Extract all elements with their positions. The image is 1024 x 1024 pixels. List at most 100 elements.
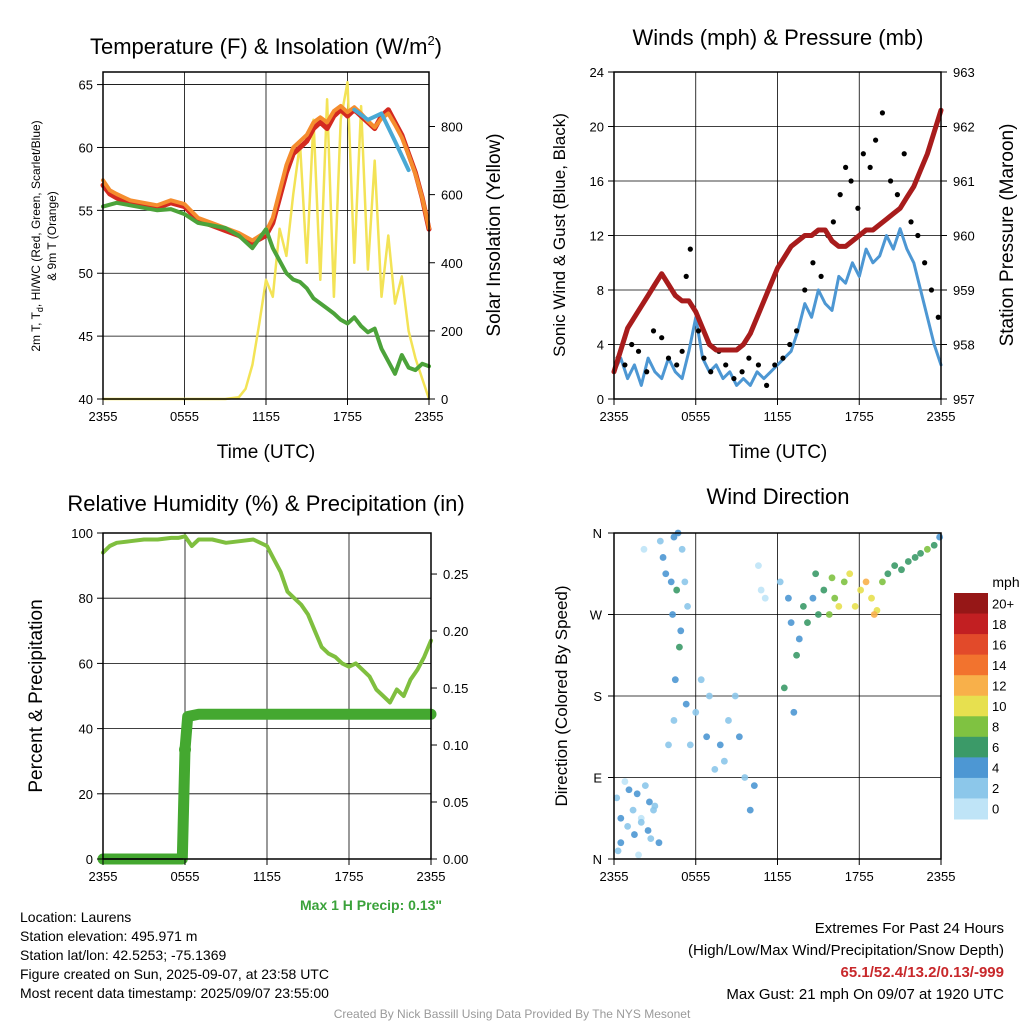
y2-tick-label: 0.20	[443, 624, 468, 639]
y2-tick-label: 800	[441, 120, 463, 135]
y2-tick-label: 200	[441, 324, 463, 339]
gust-point	[787, 341, 793, 348]
winds-y2label: Station Pressure (Maroon)	[997, 124, 1018, 347]
gust-point	[679, 348, 685, 354]
gust-point	[659, 335, 665, 341]
direction-point	[692, 708, 700, 716]
direction-point	[904, 558, 912, 565]
direction-point	[665, 741, 672, 749]
direction-point	[681, 578, 689, 586]
direction-point	[840, 578, 848, 586]
wind-chill-line	[352, 107, 411, 173]
x-tick-label: 0555	[170, 409, 199, 424]
direction-point	[814, 611, 822, 618]
direction-point	[809, 594, 817, 602]
x-tick-label: 1755	[335, 869, 364, 884]
gust-point	[755, 362, 762, 368]
gust-point	[635, 348, 642, 354]
y-tick-label: 40	[79, 722, 93, 737]
direction-point	[870, 611, 878, 618]
direction-point	[911, 554, 919, 561]
direction-tick-label: N	[593, 852, 602, 867]
direction-point	[936, 533, 944, 541]
humidity-ylabel: Percent & Precipitation	[26, 599, 47, 792]
x-tick-label: 2355	[927, 409, 956, 424]
gust-point	[908, 219, 914, 225]
direction-tick-label: E	[593, 771, 602, 786]
y2-tick-label: 600	[441, 188, 463, 203]
direction-point	[857, 586, 865, 594]
direction-point	[646, 798, 653, 806]
y2-tick-label: 0.05	[443, 795, 468, 810]
direction-point	[868, 594, 875, 602]
x-tick-label: 2355	[417, 869, 446, 884]
y-tick-label: 60	[79, 140, 93, 155]
legend-label: 16	[992, 637, 1006, 652]
direction-point	[637, 818, 645, 826]
direction-point	[651, 802, 659, 810]
legend-label: 10	[992, 699, 1006, 714]
direction-point	[851, 602, 859, 610]
direction-point	[641, 782, 649, 790]
direction-point	[812, 570, 820, 578]
pressure-line	[611, 107, 944, 375]
direction-point	[662, 570, 670, 578]
direction-point	[669, 611, 676, 618]
temperature-y2label: Solar Insolation (Yellow)	[484, 133, 505, 336]
max-precip-label: Max 1 H Precip: 0.13"	[300, 897, 443, 913]
gust-point	[867, 164, 873, 170]
y-tick-label: 80	[79, 591, 93, 606]
gust-point	[894, 192, 901, 198]
humidity-title: Relative Humidity (%) & Precipitation (i…	[67, 491, 464, 516]
y-tick-label: 0	[86, 852, 93, 867]
speed-legend: 20+ 18 16 14 12 10 8 6 4 2 0	[954, 593, 1014, 820]
gust-point	[830, 219, 836, 225]
direction-point	[624, 823, 632, 830]
direction-point	[735, 733, 743, 741]
y-tick-label: 24	[590, 65, 604, 80]
direction-point	[776, 578, 784, 586]
y-tick-label: 50	[79, 266, 93, 281]
x-tick-label: 2355	[89, 409, 118, 424]
legend-swatch	[954, 613, 988, 635]
direction-panel: Wind Direction 2355 0555 1155 1755 2355 N W S E N…	[552, 484, 1020, 884]
legend-swatch	[954, 593, 988, 615]
gust-point	[764, 382, 770, 388]
temperature-9m-line	[101, 104, 431, 243]
y2-tick-label: 0.10	[443, 738, 468, 753]
legend-title: mph	[992, 574, 1019, 590]
info-latlon: Station lat/lon: 42.5253; -75.1369	[20, 947, 227, 963]
gust-point	[683, 273, 689, 279]
x-tick-label: 2355	[600, 409, 629, 424]
y2-tick-label: 400	[441, 256, 463, 271]
direction-point	[846, 570, 854, 578]
direction-point	[757, 586, 765, 594]
direction-point	[750, 782, 758, 790]
direction-point	[884, 570, 892, 578]
direction-point	[670, 717, 678, 724]
relative-humidity-line	[101, 534, 433, 705]
gust-point	[780, 355, 786, 361]
y-tick-label: 45	[79, 329, 93, 344]
info-created: Figure created on Sun, 2025-09-07, at 23…	[20, 966, 329, 982]
gust-point	[644, 369, 650, 375]
direction-point	[720, 757, 728, 765]
direction-point	[644, 827, 652, 834]
y2-tick-label: 0.00	[443, 852, 468, 867]
dewpoint-line	[101, 200, 431, 376]
direction-point	[705, 692, 713, 700]
direction-point	[617, 814, 625, 822]
gust-point	[723, 362, 729, 368]
legend-swatch	[954, 757, 988, 779]
direction-point	[898, 566, 905, 574]
gust-point	[818, 273, 824, 279]
gust-point	[708, 369, 714, 375]
winds-ylabel: Sonic Wind & Gust (Blue, Black)	[550, 113, 569, 357]
extremes-subtitle: (High/Low/Max Wind/Precipitation/Snow De…	[688, 942, 1004, 959]
extremes-block: Extremes For Past 24 Hours (High/Low/Max…	[688, 918, 1004, 1006]
direction-point	[825, 611, 833, 618]
legend-swatch	[954, 736, 988, 758]
temperature-panel: Temperature (F) & Insolation (W/m2) 2355…	[29, 33, 505, 463]
direction-point	[617, 839, 625, 847]
